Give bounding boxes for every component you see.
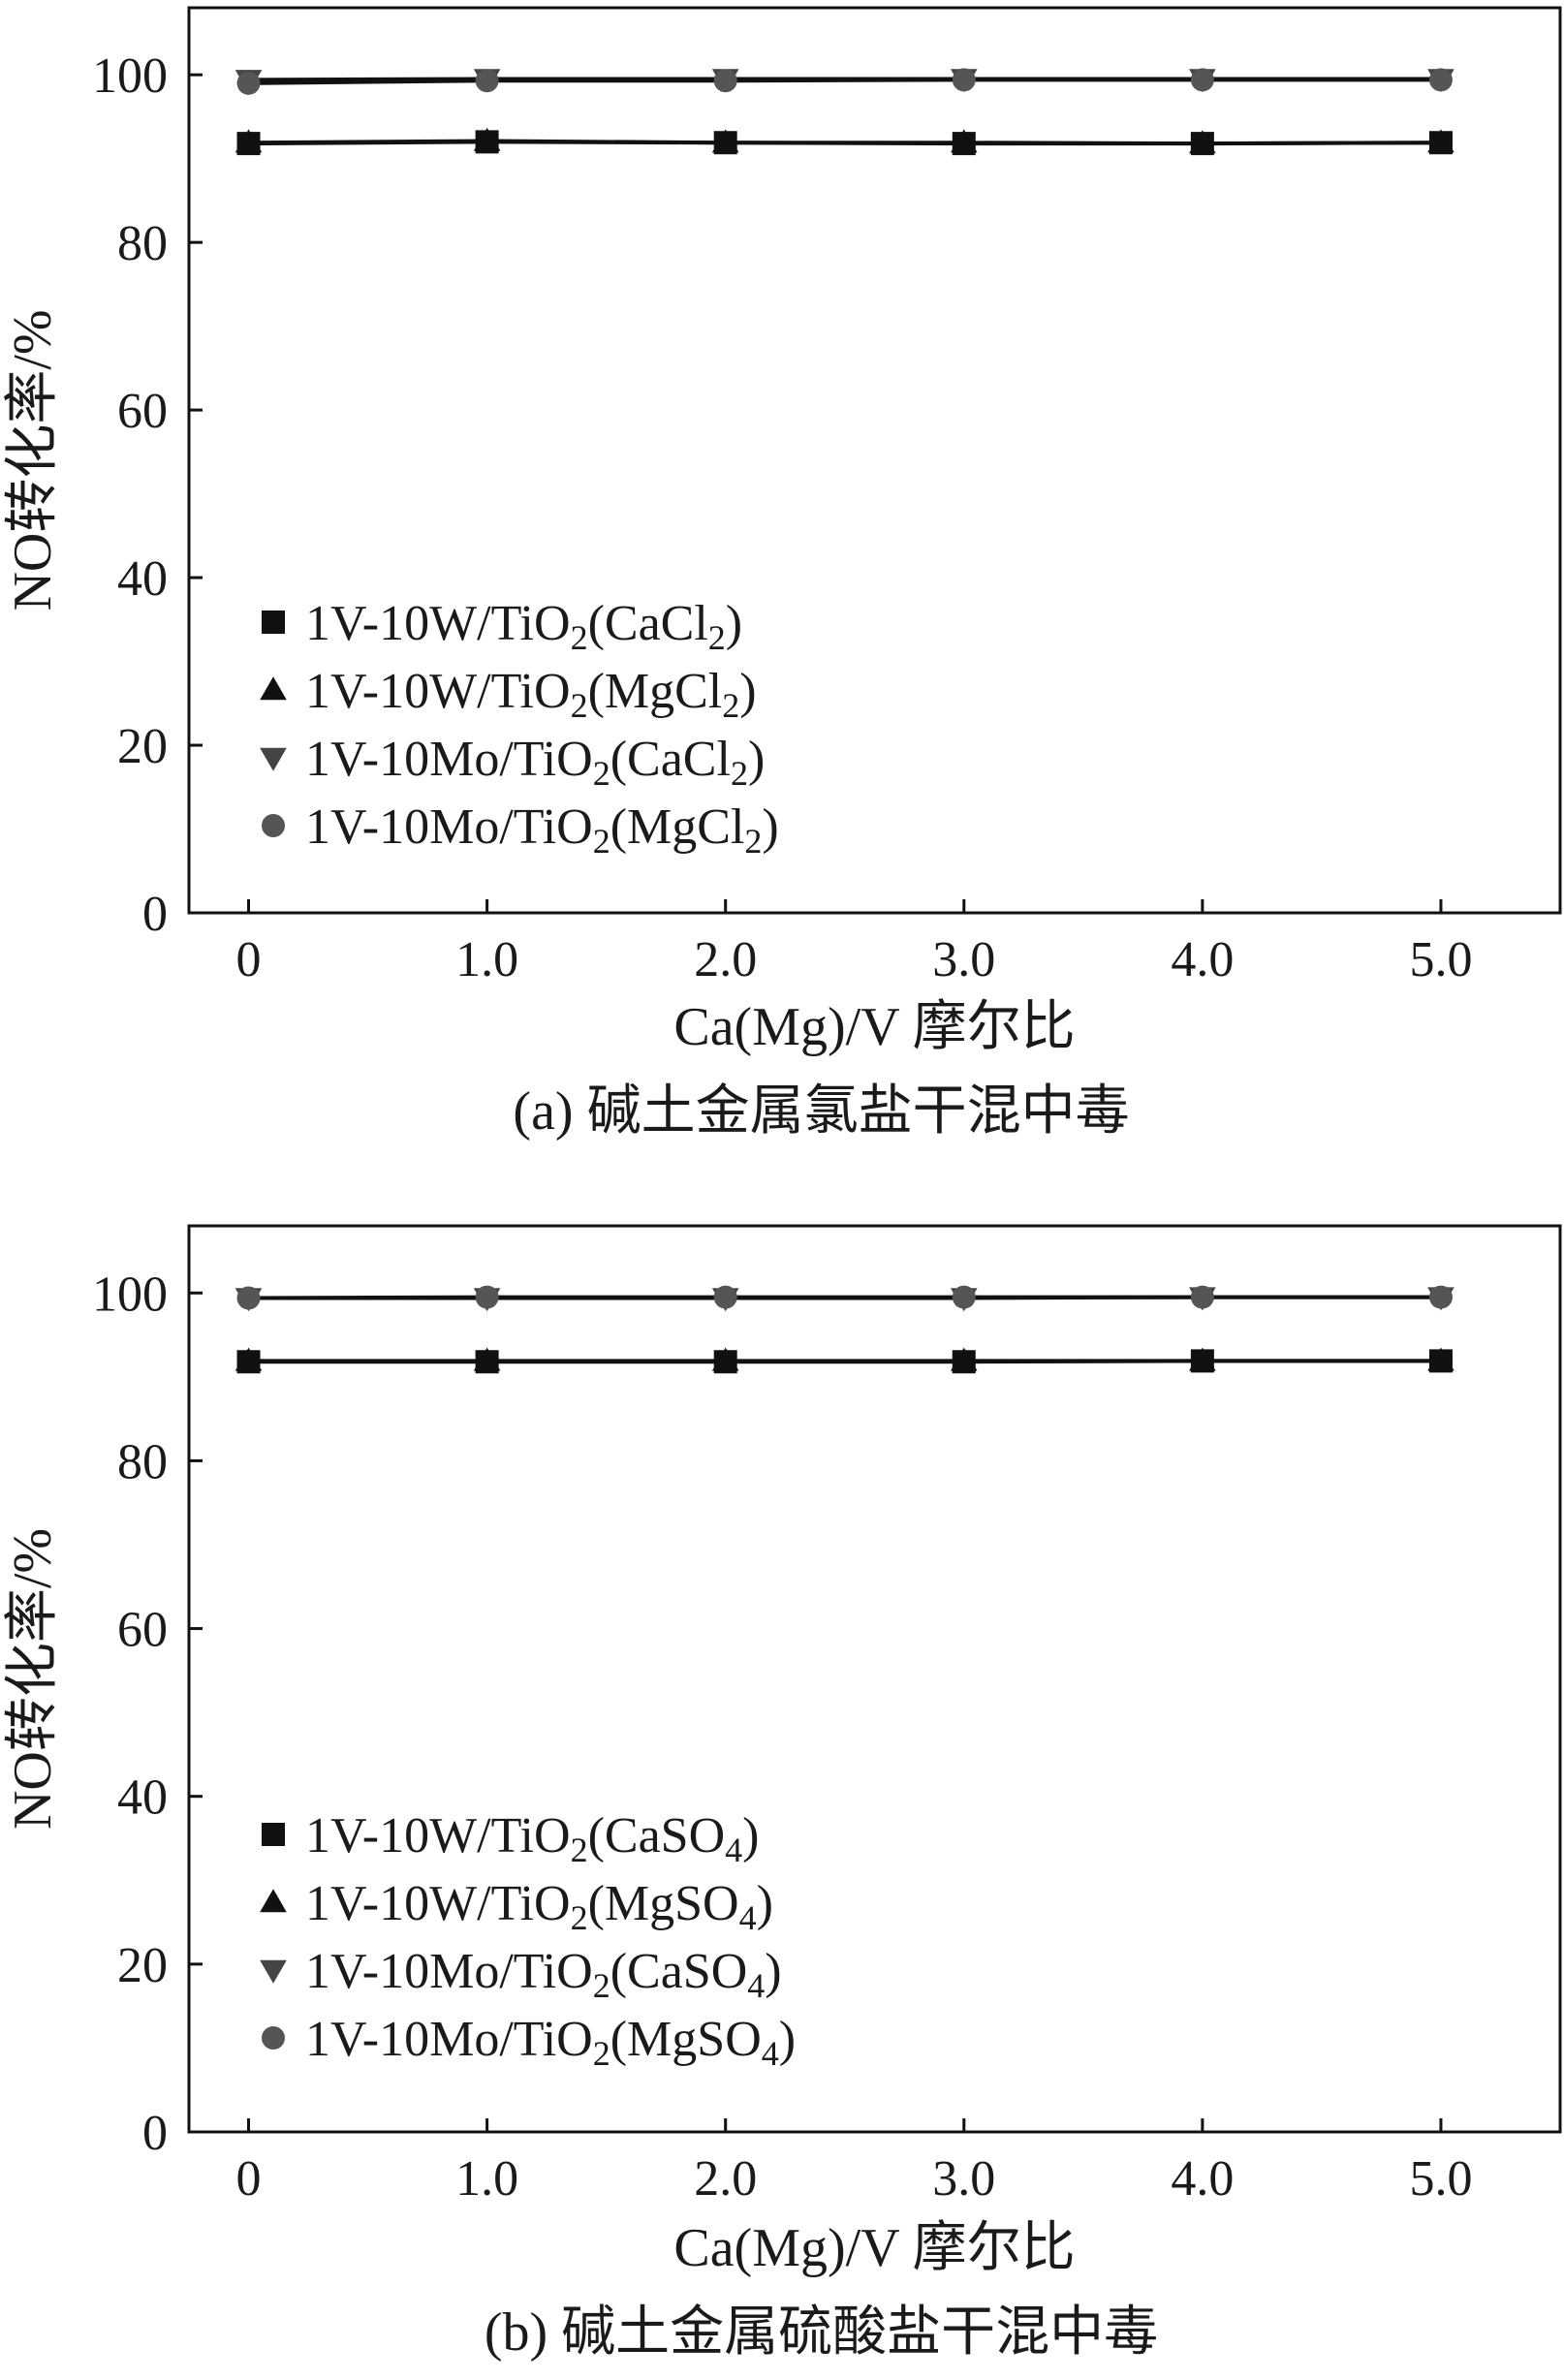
y-tick-label: 60 — [117, 384, 168, 439]
data-point — [235, 129, 263, 153]
data-point — [1189, 130, 1216, 154]
legend-marker — [260, 1959, 287, 1984]
y-tick-label: 0 — [142, 2106, 168, 2161]
data-point — [1428, 1285, 1453, 1309]
y-tick-label: 40 — [117, 1770, 168, 1826]
series-4 — [236, 68, 1453, 95]
data-point — [950, 1347, 978, 1371]
legend-marker — [260, 1889, 287, 1913]
x-tick-label: 1.0 — [455, 932, 518, 987]
y-tick-label: 100 — [92, 1267, 168, 1322]
data-point — [1427, 1347, 1455, 1371]
chart-panel-a: 0 20 40 60 80 100 0 1.0 2.0 3.0 4.0 5.0 Ca(Mg)/V 摩尔比… — [3, 6, 1562, 1142]
panel-caption: (b) 碱土金属硫酸盐干混中毒 — [485, 2302, 1158, 2363]
data-point — [1427, 129, 1455, 153]
series-2 — [235, 127, 1455, 154]
x-tick-label: 1.0 — [455, 2151, 518, 2207]
y-axis-label: NO转化率/% — [3, 1528, 63, 1830]
data-point — [473, 127, 501, 151]
plot-frame — [187, 1224, 1562, 2134]
x-tick-label: 4.0 — [1171, 2151, 1234, 2207]
legend-label: 1V-10Mo/TiO2(MgCl2) — [305, 799, 779, 861]
x-tick-label: 3.0 — [932, 932, 995, 987]
x-tick-label: 5.0 — [1409, 2151, 1472, 2207]
x-tick-label: 0 — [236, 932, 262, 987]
data-point — [475, 1285, 499, 1309]
legend-label: 1V-10W/TiO2(MgCl2) — [305, 664, 757, 725]
x-tick-label: 2.0 — [694, 932, 757, 987]
legend-label: 1V-10W/TiO2(MgSO4) — [305, 1876, 773, 1937]
data-point — [236, 1286, 261, 1310]
data-point — [711, 129, 739, 153]
x-tick-label: 0 — [236, 2151, 262, 2207]
data-point — [950, 129, 978, 153]
data-point — [1428, 68, 1453, 92]
y-tick-label: 80 — [117, 1434, 168, 1489]
y-tick-label: 60 — [117, 1603, 168, 1658]
x-axis-label: Ca(Mg)/V 摩尔比 — [673, 2218, 1075, 2278]
plot-frame — [187, 6, 1562, 915]
data-point — [713, 1285, 737, 1309]
data-point — [713, 69, 737, 93]
y-tick-label: 20 — [117, 719, 168, 774]
legend-marker — [260, 676, 287, 701]
data-point — [473, 1347, 501, 1371]
data-point — [1189, 1347, 1216, 1371]
series-line — [248, 1295, 1441, 1300]
x-tick-label: 5.0 — [1409, 932, 1472, 987]
series-2 — [235, 1347, 1455, 1371]
x-tick-label: 2.0 — [694, 2151, 757, 2207]
series-line — [248, 139, 1441, 146]
x-axis-label: Ca(Mg)/V 摩尔比 — [673, 997, 1075, 1057]
data-point — [711, 1347, 739, 1371]
legend-marker — [262, 814, 285, 837]
series-line — [248, 78, 1441, 85]
y-tick-label: 20 — [117, 1938, 168, 1993]
legend-label: 1V-10W/TiO2(CaSO4) — [305, 1808, 759, 1869]
legend-marker — [262, 2026, 285, 2050]
data-point — [1190, 68, 1214, 92]
data-point — [475, 69, 499, 93]
data-point — [235, 1347, 263, 1371]
legend-label: 1V-10W/TiO2(CaCl2) — [305, 596, 742, 657]
panel-caption: (a) 碱土金属氯盐干混中毒 — [513, 1081, 1129, 1142]
y-tick-label: 40 — [117, 551, 168, 607]
legend: 1V-10W/TiO2(CaSO4) 1V-10W/TiO2(MgSO4) 1V-1… — [260, 1808, 796, 2073]
legend-label: 1V-10Mo/TiO2(CaCl2) — [305, 732, 765, 793]
data-point — [952, 68, 976, 92]
legend-label: 1V-10Mo/TiO2(MgSO4) — [305, 2012, 796, 2073]
series-4 — [236, 1285, 1453, 1310]
data-point — [1190, 1285, 1214, 1309]
y-axis-label: NO转化率/% — [3, 309, 63, 611]
legend-marker — [262, 611, 285, 634]
chart-panel-b: 0 20 40 60 80 100 0 1.0 2.0 3.0 4.0 5.0 Ca(Mg)/V 摩尔比… — [3, 1224, 1562, 2363]
y-tick-label: 100 — [92, 48, 168, 104]
data-point — [952, 1285, 976, 1309]
legend-marker — [262, 1823, 285, 1846]
legend-label: 1V-10Mo/TiO2(CaSO4) — [305, 1944, 782, 2005]
x-tick-label: 3.0 — [932, 2151, 995, 2207]
y-tick-label: 80 — [117, 216, 168, 271]
legend: 1V-10W/TiO2(CaCl2) 1V-10W/TiO2(MgCl2) 1V-1… — [260, 596, 779, 861]
data-point — [236, 71, 261, 95]
legend-marker — [260, 747, 287, 771]
y-tick-label: 0 — [142, 887, 168, 942]
x-tick-label: 4.0 — [1171, 932, 1234, 987]
